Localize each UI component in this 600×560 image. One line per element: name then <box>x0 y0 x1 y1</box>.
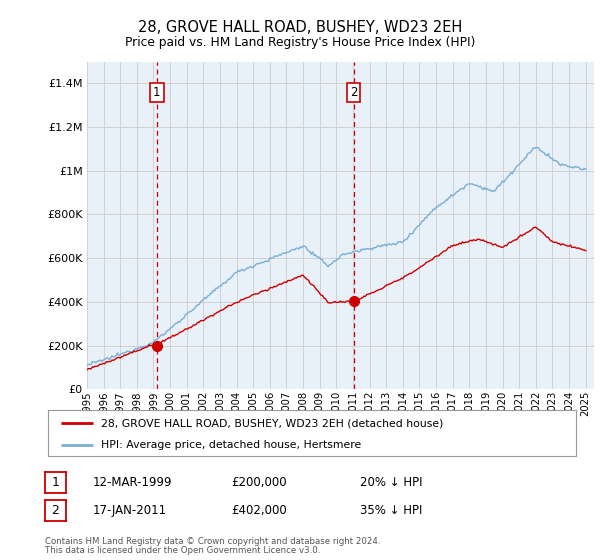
Text: 28, GROVE HALL ROAD, BUSHEY, WD23 2EH (detached house): 28, GROVE HALL ROAD, BUSHEY, WD23 2EH (d… <box>101 418 443 428</box>
Text: 35% ↓ HPI: 35% ↓ HPI <box>360 504 422 517</box>
Text: 20% ↓ HPI: 20% ↓ HPI <box>360 476 422 489</box>
Text: 17-JAN-2011: 17-JAN-2011 <box>93 504 167 517</box>
Text: 2: 2 <box>350 86 358 99</box>
Text: 28, GROVE HALL ROAD, BUSHEY, WD23 2EH: 28, GROVE HALL ROAD, BUSHEY, WD23 2EH <box>138 20 462 35</box>
Text: Contains HM Land Registry data © Crown copyright and database right 2024.: Contains HM Land Registry data © Crown c… <box>45 538 380 547</box>
Text: £200,000: £200,000 <box>231 476 287 489</box>
Text: 1: 1 <box>153 86 161 99</box>
Text: £402,000: £402,000 <box>231 504 287 517</box>
Text: 1: 1 <box>52 476 59 489</box>
Text: Price paid vs. HM Land Registry's House Price Index (HPI): Price paid vs. HM Land Registry's House … <box>125 36 475 49</box>
Text: HPI: Average price, detached house, Hertsmere: HPI: Average price, detached house, Hert… <box>101 440 361 450</box>
Text: 12-MAR-1999: 12-MAR-1999 <box>93 476 173 489</box>
Text: This data is licensed under the Open Government Licence v3.0.: This data is licensed under the Open Gov… <box>45 547 320 556</box>
Text: 2: 2 <box>52 504 59 517</box>
